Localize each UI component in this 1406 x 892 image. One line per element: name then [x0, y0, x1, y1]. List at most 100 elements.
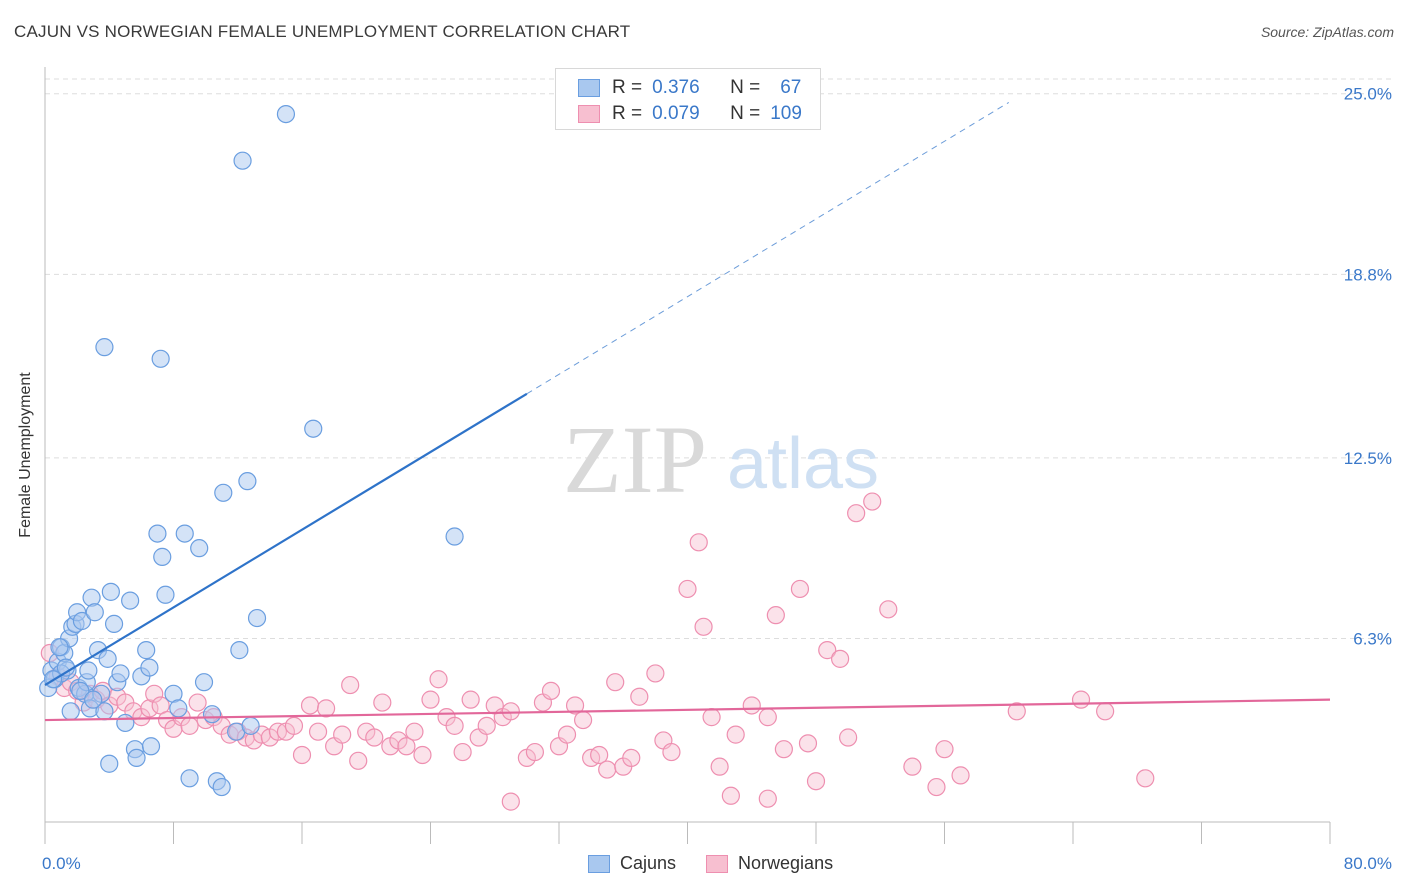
norwegian-point [525, 742, 545, 762]
y-tick-label: 12.5% [1344, 449, 1392, 468]
norwegian-point [341, 675, 360, 695]
cajun-point [140, 658, 159, 677]
norwegian-point [758, 789, 777, 808]
cajun-point [104, 614, 124, 634]
cajun-point [238, 472, 257, 491]
source-credit: Source: ZipAtlas.com [1260, 24, 1394, 40]
cajun-point [137, 641, 156, 660]
cajun-point [175, 524, 194, 543]
legend-label-cajuns: Cajuns [620, 853, 677, 873]
chart-title: CAJUN VS NORWEGIAN FEMALE UNEMPLOYMENT C… [14, 22, 631, 41]
norwegian-point [694, 617, 713, 636]
trend-lines [44, 102, 1331, 722]
cajun-point [71, 681, 90, 701]
norwegian-point [646, 664, 665, 683]
norwegian-point [445, 716, 464, 735]
norwegian-point [726, 725, 745, 744]
norwegian-point [710, 757, 729, 776]
norwegian-point [742, 696, 761, 715]
legend-label-norwegians: Norwegians [738, 853, 834, 873]
cajun-point [247, 608, 267, 628]
norwegian-point [1007, 702, 1026, 721]
cajun-point [153, 547, 172, 566]
cajun-point [95, 338, 114, 357]
norwegian-point [935, 740, 954, 759]
norwegian-point [1096, 702, 1115, 721]
cajun-point [100, 754, 119, 773]
norwegian-point [413, 745, 432, 765]
cajun-point [101, 582, 120, 601]
norwegian-point [453, 742, 472, 762]
norwegian-point [541, 681, 561, 701]
norwegian-point [678, 579, 697, 599]
cajun-point [214, 483, 233, 502]
norwegian-swatch [706, 854, 729, 873]
norwegian-point [758, 708, 777, 727]
norwegian-point [501, 792, 520, 811]
norwegian-point [798, 734, 818, 753]
cajun-points [39, 104, 464, 797]
norwegian-point [461, 690, 480, 709]
norwegian-point [188, 693, 207, 712]
cajun-point [116, 713, 135, 733]
norwegian-point [863, 492, 882, 511]
cajun-point [190, 539, 209, 558]
cajun-point [148, 524, 167, 543]
r-label: R = [612, 77, 643, 98]
n-label: N = [730, 103, 761, 124]
series-legend: Cajuns Norwegians [588, 853, 863, 874]
norwegian-point [140, 699, 159, 718]
n-label: N = [730, 77, 761, 98]
cajun-point [151, 349, 170, 368]
cajun-point [141, 737, 161, 756]
norwegian-point [316, 699, 336, 718]
cajun-point [50, 638, 69, 657]
norwegian-point [606, 673, 625, 692]
n-value: 67 [780, 77, 802, 98]
norwegian-point [300, 696, 320, 715]
norwegian-point [689, 533, 708, 552]
norwegian-point [847, 504, 866, 523]
norwegian-point [927, 777, 946, 797]
watermark: ZIP atlas [563, 406, 879, 513]
norwegian-point [1071, 690, 1091, 709]
cajun-point [84, 690, 103, 709]
cajun-point [241, 716, 260, 735]
norwegian-point [180, 716, 199, 735]
norwegian-point [839, 728, 858, 747]
cajun-point [121, 591, 140, 610]
norwegian-point [405, 722, 424, 741]
norwegian-point [766, 606, 785, 625]
y-tick-label: 25.0% [1344, 85, 1392, 104]
norwegian-point [365, 728, 384, 747]
norwegian-point [565, 696, 585, 715]
cajun-trend-line [44, 392, 528, 687]
cajun-swatch [578, 79, 600, 97]
legend-item-norwegians[interactable]: Norwegians [706, 853, 833, 874]
r-label: R = [612, 103, 643, 124]
tick-labels: 6.3% 12.5% 18.8% 25.0% 0.0% 80.0% [42, 85, 1392, 873]
watermark-zip: ZIP [563, 406, 707, 513]
r-value: 0.079 [652, 103, 700, 124]
cajun-point [85, 603, 104, 622]
legend-item-cajuns[interactable]: Cajuns [588, 853, 676, 874]
norwegian-point [818, 641, 837, 660]
cajun-point [127, 748, 146, 768]
norwegian-point [292, 745, 312, 765]
norwegian-swatch [578, 105, 600, 123]
norwegian-points [40, 492, 1155, 811]
x-tick-label-max: 80.0% [1344, 854, 1392, 873]
y-tick-label: 6.3% [1353, 629, 1392, 648]
norwegian-point [308, 722, 328, 741]
cajun-point [202, 705, 222, 724]
legend-row-cajuns: R = 0.376 N = 67 [578, 75, 801, 101]
norwegian-point [557, 725, 577, 744]
norwegian-point [573, 710, 593, 730]
x-tick-label-min: 0.0% [42, 854, 81, 873]
norwegian-point [349, 751, 368, 770]
norwegian-trend-line [44, 698, 1331, 722]
norwegian-point [662, 742, 681, 762]
norwegian-point [333, 725, 352, 744]
norwegian-point [598, 760, 617, 779]
n-value: 109 [770, 103, 802, 124]
